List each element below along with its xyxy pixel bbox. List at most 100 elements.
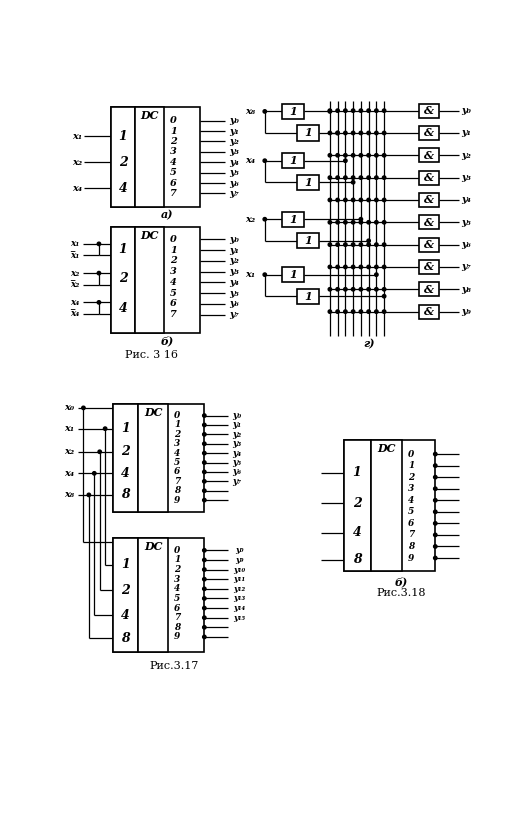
Bar (139, 538, 168, 652)
Bar (134, 227, 164, 333)
Circle shape (434, 498, 437, 502)
Text: y₁₀: y₁₀ (233, 566, 245, 573)
Circle shape (336, 109, 339, 112)
Text: y₅: y₅ (232, 458, 242, 467)
Text: &: & (424, 262, 434, 272)
Text: 2: 2 (118, 156, 127, 169)
Circle shape (359, 198, 363, 202)
Circle shape (203, 606, 206, 610)
Circle shape (336, 310, 339, 313)
Text: DC: DC (144, 407, 162, 418)
Text: y₆: y₆ (229, 299, 239, 308)
Text: б): б) (395, 576, 408, 587)
Circle shape (434, 476, 437, 479)
Circle shape (336, 176, 339, 180)
Text: 1: 1 (121, 422, 130, 435)
Circle shape (367, 176, 370, 180)
Circle shape (375, 220, 378, 224)
Text: &: & (424, 239, 434, 250)
Text: 1: 1 (170, 246, 177, 254)
Text: 1: 1 (121, 559, 130, 572)
Text: 1: 1 (304, 291, 312, 302)
Bar (113, 538, 139, 652)
Text: 5: 5 (174, 458, 181, 467)
Text: 8: 8 (121, 632, 130, 645)
Text: &: & (424, 105, 434, 116)
Text: 7: 7 (408, 530, 414, 539)
Text: &: & (424, 150, 434, 161)
Text: &: & (424, 307, 434, 317)
Circle shape (352, 310, 355, 313)
Text: 4: 4 (353, 526, 362, 539)
Circle shape (344, 131, 347, 135)
Text: x₁: x₁ (245, 270, 255, 279)
Circle shape (344, 288, 347, 291)
Text: 9: 9 (408, 554, 414, 563)
Text: x₄: x₄ (64, 469, 74, 478)
Circle shape (336, 198, 339, 202)
Circle shape (328, 131, 331, 135)
Text: DC: DC (144, 541, 162, 552)
Text: y₆: y₆ (229, 179, 239, 188)
Text: y₁: y₁ (229, 127, 239, 136)
Circle shape (336, 131, 339, 135)
Text: x₁: x₁ (64, 424, 74, 433)
Circle shape (344, 243, 347, 246)
Circle shape (203, 597, 206, 600)
Text: &: & (424, 284, 434, 295)
Circle shape (352, 288, 355, 291)
Circle shape (344, 154, 347, 157)
Text: 1: 1 (289, 155, 296, 166)
Text: 8: 8 (408, 542, 414, 551)
Bar (112, 227, 200, 333)
Text: 2: 2 (170, 256, 177, 265)
Circle shape (203, 433, 206, 436)
Circle shape (367, 243, 370, 246)
Circle shape (359, 131, 363, 135)
Circle shape (98, 450, 101, 454)
Circle shape (263, 110, 267, 113)
Circle shape (367, 288, 370, 291)
Circle shape (336, 220, 339, 224)
Circle shape (203, 587, 206, 590)
Bar (419, 149, 439, 163)
Text: 2: 2 (170, 137, 177, 146)
Text: y₁₁: y₁₁ (233, 575, 245, 583)
Circle shape (203, 480, 206, 483)
Text: DC: DC (377, 443, 396, 454)
Bar (419, 126, 439, 140)
Circle shape (344, 198, 347, 202)
Circle shape (336, 154, 339, 157)
Text: y₃: y₃ (232, 439, 242, 448)
Text: y₇: y₇ (232, 477, 242, 486)
Text: 1: 1 (304, 235, 312, 246)
Circle shape (375, 176, 378, 180)
Circle shape (359, 288, 363, 291)
Circle shape (352, 220, 355, 224)
Bar (112, 107, 200, 207)
Text: 1: 1 (118, 129, 127, 142)
Text: y₅: y₅ (229, 289, 239, 298)
Circle shape (382, 154, 386, 157)
Bar (113, 404, 204, 512)
Text: y₃: y₃ (229, 267, 239, 276)
Circle shape (434, 522, 437, 525)
Circle shape (375, 198, 378, 202)
Circle shape (344, 109, 347, 112)
Circle shape (92, 472, 96, 475)
Circle shape (104, 427, 107, 430)
Circle shape (352, 198, 355, 202)
Circle shape (97, 272, 101, 275)
Circle shape (344, 176, 347, 180)
Text: y₀: y₀ (461, 107, 471, 115)
Text: 0: 0 (408, 450, 414, 459)
Circle shape (352, 180, 355, 184)
Text: 2: 2 (174, 565, 181, 574)
Bar (297, 289, 319, 304)
Circle shape (367, 154, 370, 157)
Circle shape (203, 549, 206, 552)
Text: y₂: y₂ (229, 137, 239, 146)
Text: 1: 1 (174, 420, 181, 429)
Text: y₇: y₇ (229, 189, 239, 198)
Circle shape (359, 310, 363, 313)
